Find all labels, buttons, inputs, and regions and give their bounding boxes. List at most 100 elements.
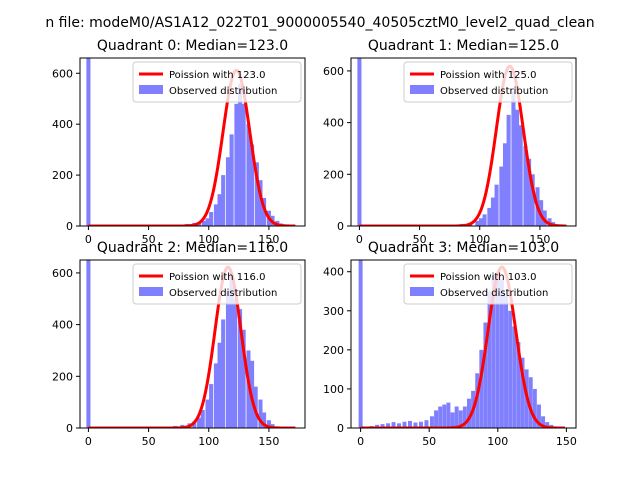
poisson-curve: [88, 68, 296, 226]
legend-box: [403, 61, 573, 103]
y-tick-label: 400: [52, 118, 73, 131]
chart-panel-3: Quadrant 3: Median=103.0 0 50 100 150 0 100 200…: [323, 240, 577, 448]
histogram-bar: [458, 410, 463, 428]
histogram-bar: [192, 421, 197, 428]
histogram-bar: [504, 295, 509, 428]
histogram-bar: [512, 326, 517, 428]
histogram-bar: [454, 406, 459, 428]
axes-frame: [350, 259, 577, 429]
histogram-bar: [241, 103, 246, 226]
y-tick-label: 0: [337, 422, 344, 435]
legend: Poission with 116.0 Observed distribution: [132, 263, 302, 305]
x-tick-label: 0: [85, 233, 92, 246]
x-tick-label: 100: [198, 233, 219, 246]
histogram-bar: [213, 363, 219, 428]
legend: Poission with 125.0 Observed distribution: [403, 61, 573, 103]
histogram-bar: [397, 423, 402, 428]
histogram-bar: [490, 197, 496, 226]
y-tick-label: 100: [323, 383, 344, 396]
histogram-bar: [434, 410, 439, 428]
histogram-bar: [241, 329, 246, 428]
histogram-bar: [258, 399, 263, 428]
histogram-bar: [528, 377, 533, 428]
histogram-bar: [536, 404, 541, 428]
histogram-bar: [494, 184, 499, 226]
x-tick-label: 150: [529, 233, 550, 246]
plot-area: [86, 58, 296, 226]
histogram-bar: [482, 214, 487, 226]
histogram-bar: [229, 134, 234, 226]
histogram-bar: [499, 279, 504, 428]
histogram-bar: [424, 420, 429, 428]
histogram-bar: [429, 416, 434, 428]
axes-frame: [350, 57, 577, 227]
histogram-bar: [495, 271, 500, 428]
histogram-bar: [205, 399, 210, 428]
y-tick-label: 0: [66, 220, 73, 233]
histogram-bar: [201, 220, 206, 226]
histogram-bar: [225, 291, 231, 428]
x-tick-label: 50: [142, 233, 156, 246]
histogram-bar: [221, 175, 226, 226]
histogram-bar: [262, 198, 267, 226]
histogram-bar: [86, 58, 91, 226]
x-tick-label: 100: [469, 233, 490, 246]
x-tick-label: 100: [487, 435, 508, 448]
histogram-bar: [358, 260, 363, 428]
histogram-bar: [246, 124, 251, 226]
histogram-bar: [478, 218, 483, 226]
histogram-bar: [514, 109, 520, 226]
legend-hist-swatch: [410, 287, 434, 296]
chart-panel-1: Quadrant 1: Median=125.0 0 50 100 150 0 200 400…: [323, 38, 577, 246]
legend-label-observed: Observed distribution: [440, 86, 548, 97]
poisson-curve: [360, 265, 566, 428]
panel-title: Quadrant 0: Median=123.0: [97, 38, 288, 54]
x-tick-label: 150: [556, 435, 577, 448]
histogram-bar: [418, 421, 423, 428]
panel-title: Quadrant 1: Median=125.0: [368, 38, 559, 54]
histogram-bar: [402, 421, 407, 428]
axes-frame: [79, 57, 306, 227]
histogram-bar: [237, 83, 243, 226]
quadrant-panels: Quadrant 0: Median=123.0 0 50 100 150 0 200 400…: [52, 38, 577, 448]
y-tick-label: 200: [52, 169, 73, 182]
histogram-bar: [413, 422, 418, 428]
histogram-bar: [523, 145, 528, 226]
legend: Poission with 123.0 Observed distribution: [132, 61, 302, 103]
legend-box: [403, 263, 573, 305]
histogram-bar: [438, 406, 443, 428]
histogram-bar: [487, 207, 492, 226]
x-tick-label: 50: [413, 233, 427, 246]
y-tick-label: 200: [323, 168, 344, 181]
histogram-bar: [375, 424, 380, 428]
histogram-bar: [254, 162, 259, 226]
histogram-bar: [229, 272, 234, 428]
histogram-bar: [545, 422, 550, 428]
histogram-bar: [408, 420, 412, 428]
y-tick-label: 0: [66, 422, 73, 435]
legend-box: [132, 61, 302, 103]
histogram-bar: [446, 402, 451, 428]
histogram-bar: [508, 310, 513, 428]
histogram-bar: [386, 423, 391, 428]
x-tick-label: 50: [422, 435, 436, 448]
histogram-bar: [527, 158, 532, 226]
histogram-bar: [479, 349, 484, 428]
poisson-curve: [88, 265, 296, 428]
chart-panel-2: Quadrant 2: Median=116.0 0 50 100 150 0 200 400…: [52, 240, 306, 448]
panel-title: Quadrant 2: Median=116.0: [97, 240, 288, 256]
axes-frame: [79, 259, 306, 429]
y-tick-label: 600: [52, 267, 73, 280]
plot-area: [86, 260, 296, 428]
histogram-bar: [234, 103, 239, 226]
legend-label-poisson: Poission with 116.0: [169, 272, 265, 283]
histogram-bar: [209, 212, 214, 226]
histogram-bar: [233, 298, 238, 428]
histogram-bar: [499, 166, 504, 226]
histogram-bar: [466, 398, 471, 428]
y-tick-label: 200: [52, 370, 73, 383]
histogram-bar: [262, 412, 267, 428]
chart-panel-0: Quadrant 0: Median=123.0 0 50 100 150 0 200 400…: [52, 38, 306, 246]
legend-label-observed: Observed distribution: [169, 86, 277, 97]
